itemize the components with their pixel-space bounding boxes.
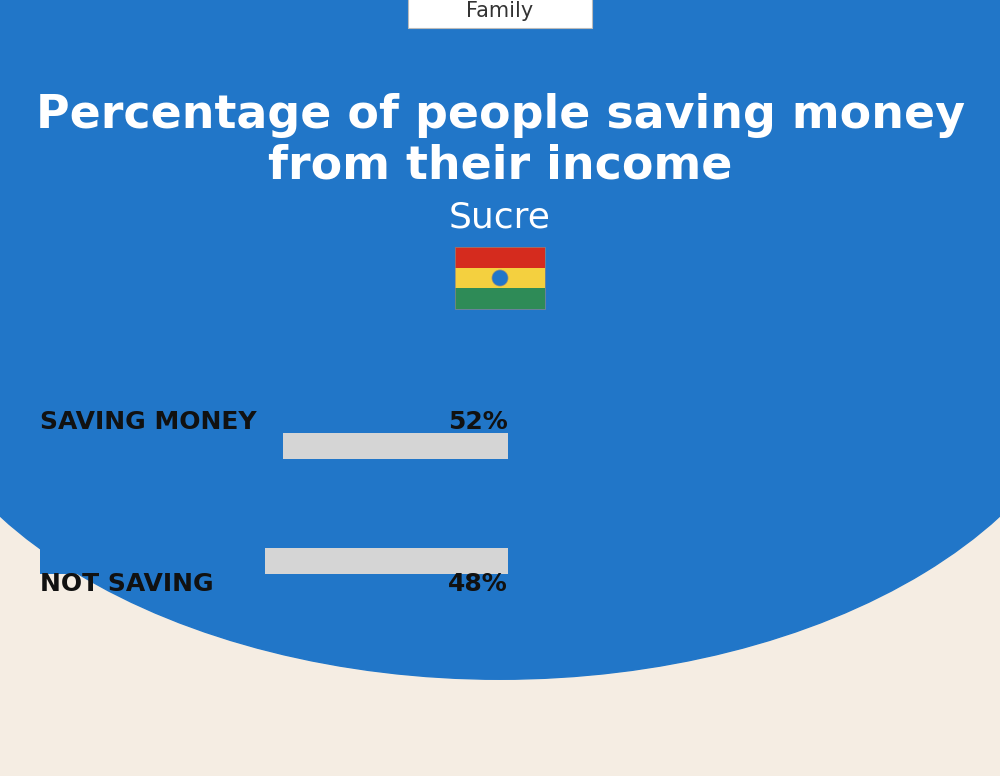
Bar	[40, 548, 265, 574]
Text: SAVING MONEY: SAVING MONEY	[40, 410, 257, 434]
Text: 52%: 52%	[448, 410, 508, 434]
Text: Sucre: Sucre	[449, 201, 551, 235]
Text: NOT SAVING: NOT SAVING	[40, 572, 214, 596]
Bar	[0, 0, 1000, 314]
Bar	[455, 268, 545, 289]
Bar	[40, 548, 508, 574]
Text: Family: Family	[466, 1, 534, 21]
Text: 48%: 48%	[448, 572, 508, 596]
Circle shape	[492, 270, 508, 286]
Ellipse shape	[0, 0, 1000, 679]
Text: Percentage of people saving money: Percentage of people saving money	[36, 93, 964, 138]
Bar	[455, 247, 545, 309]
FancyBboxPatch shape	[408, 0, 592, 28]
Text: from their income: from their income	[268, 144, 732, 189]
Bar	[455, 247, 545, 268]
Bar	[40, 433, 508, 459]
Bar	[455, 289, 545, 309]
Bar	[40, 433, 283, 459]
